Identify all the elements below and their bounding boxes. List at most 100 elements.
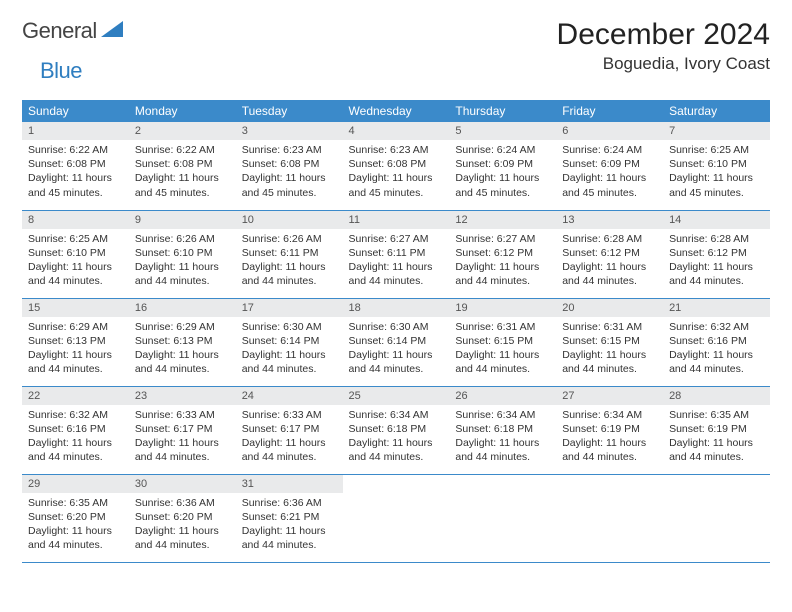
daylight-line: Daylight: 11 hours and 45 minutes. <box>455 171 550 199</box>
daylight-line: Daylight: 11 hours and 44 minutes. <box>135 436 230 464</box>
calendar-day-cell: 21Sunrise: 6:32 AMSunset: 6:16 PMDayligh… <box>663 298 770 386</box>
sunset-line: Sunset: 6:13 PM <box>135 334 230 348</box>
weekday-header: Tuesday <box>236 100 343 122</box>
calendar-day-cell: 15Sunrise: 6:29 AMSunset: 6:13 PMDayligh… <box>22 298 129 386</box>
sunrise-line: Sunrise: 6:22 AM <box>135 143 230 157</box>
day-info: Sunrise: 6:36 AMSunset: 6:20 PMDaylight:… <box>129 493 236 559</box>
day-number: 20 <box>556 299 663 317</box>
day-number: 12 <box>449 211 556 229</box>
daylight-line: Daylight: 11 hours and 45 minutes. <box>349 171 444 199</box>
calendar-day-cell: 18Sunrise: 6:30 AMSunset: 6:14 PMDayligh… <box>343 298 450 386</box>
day-number: 24 <box>236 387 343 405</box>
calendar-day-cell: 3Sunrise: 6:23 AMSunset: 6:08 PMDaylight… <box>236 122 343 210</box>
day-info: Sunrise: 6:35 AMSunset: 6:20 PMDaylight:… <box>22 493 129 559</box>
day-number: 31 <box>236 475 343 493</box>
sunset-line: Sunset: 6:19 PM <box>562 422 657 436</box>
sunrise-line: Sunrise: 6:23 AM <box>349 143 444 157</box>
sunrise-line: Sunrise: 6:23 AM <box>242 143 337 157</box>
day-info: Sunrise: 6:31 AMSunset: 6:15 PMDaylight:… <box>556 317 663 383</box>
sunrise-line: Sunrise: 6:31 AM <box>562 320 657 334</box>
day-info: Sunrise: 6:26 AMSunset: 6:11 PMDaylight:… <box>236 229 343 295</box>
day-info: Sunrise: 6:27 AMSunset: 6:11 PMDaylight:… <box>343 229 450 295</box>
calendar-day-cell: 1Sunrise: 6:22 AMSunset: 6:08 PMDaylight… <box>22 122 129 210</box>
sunset-line: Sunset: 6:20 PM <box>135 510 230 524</box>
day-info: Sunrise: 6:24 AMSunset: 6:09 PMDaylight:… <box>449 140 556 206</box>
day-number: 16 <box>129 299 236 317</box>
day-number: 2 <box>129 122 236 140</box>
daylight-line: Daylight: 11 hours and 44 minutes. <box>135 348 230 376</box>
weekday-header: Wednesday <box>343 100 450 122</box>
sunrise-line: Sunrise: 6:34 AM <box>455 408 550 422</box>
weekday-header: Sunday <box>22 100 129 122</box>
day-info: Sunrise: 6:23 AMSunset: 6:08 PMDaylight:… <box>343 140 450 206</box>
day-number: 9 <box>129 211 236 229</box>
day-number: 14 <box>663 211 770 229</box>
sunset-line: Sunset: 6:16 PM <box>28 422 123 436</box>
calendar-day-cell: 14Sunrise: 6:28 AMSunset: 6:12 PMDayligh… <box>663 210 770 298</box>
day-info: Sunrise: 6:33 AMSunset: 6:17 PMDaylight:… <box>236 405 343 471</box>
calendar-day-cell <box>663 474 770 562</box>
sunset-line: Sunset: 6:08 PM <box>242 157 337 171</box>
sunrise-line: Sunrise: 6:25 AM <box>28 232 123 246</box>
daylight-line: Daylight: 11 hours and 44 minutes. <box>349 260 444 288</box>
daylight-line: Daylight: 11 hours and 44 minutes. <box>135 260 230 288</box>
daylight-line: Daylight: 11 hours and 44 minutes. <box>669 348 764 376</box>
daylight-line: Daylight: 11 hours and 44 minutes. <box>349 348 444 376</box>
calendar-week-row: 29Sunrise: 6:35 AMSunset: 6:20 PMDayligh… <box>22 474 770 562</box>
day-number: 19 <box>449 299 556 317</box>
sunset-line: Sunset: 6:10 PM <box>669 157 764 171</box>
sunrise-line: Sunrise: 6:27 AM <box>349 232 444 246</box>
logo-text-2: Blue <box>40 58 82 83</box>
sunrise-line: Sunrise: 6:25 AM <box>669 143 764 157</box>
sunset-line: Sunset: 6:11 PM <box>349 246 444 260</box>
sunrise-line: Sunrise: 6:34 AM <box>562 408 657 422</box>
daylight-line: Daylight: 11 hours and 44 minutes. <box>669 260 764 288</box>
daylight-line: Daylight: 11 hours and 44 minutes. <box>28 348 123 376</box>
calendar-day-cell: 13Sunrise: 6:28 AMSunset: 6:12 PMDayligh… <box>556 210 663 298</box>
day-info: Sunrise: 6:25 AMSunset: 6:10 PMDaylight:… <box>663 140 770 206</box>
sunset-line: Sunset: 6:17 PM <box>135 422 230 436</box>
day-number: 23 <box>129 387 236 405</box>
weekday-header: Monday <box>129 100 236 122</box>
daylight-line: Daylight: 11 hours and 44 minutes. <box>349 436 444 464</box>
sunset-line: Sunset: 6:20 PM <box>28 510 123 524</box>
sunset-line: Sunset: 6:18 PM <box>455 422 550 436</box>
sunrise-line: Sunrise: 6:30 AM <box>349 320 444 334</box>
calendar-day-cell: 2Sunrise: 6:22 AMSunset: 6:08 PMDaylight… <box>129 122 236 210</box>
day-info: Sunrise: 6:34 AMSunset: 6:18 PMDaylight:… <box>343 405 450 471</box>
sunset-line: Sunset: 6:09 PM <box>562 157 657 171</box>
sunrise-line: Sunrise: 6:30 AM <box>242 320 337 334</box>
daylight-line: Daylight: 11 hours and 44 minutes. <box>455 260 550 288</box>
sunrise-line: Sunrise: 6:27 AM <box>455 232 550 246</box>
sunset-line: Sunset: 6:13 PM <box>28 334 123 348</box>
calendar-day-cell <box>556 474 663 562</box>
calendar-week-row: 8Sunrise: 6:25 AMSunset: 6:10 PMDaylight… <box>22 210 770 298</box>
day-number: 11 <box>343 211 450 229</box>
calendar-day-cell: 22Sunrise: 6:32 AMSunset: 6:16 PMDayligh… <box>22 386 129 474</box>
daylight-line: Daylight: 11 hours and 44 minutes. <box>455 348 550 376</box>
sunrise-line: Sunrise: 6:28 AM <box>562 232 657 246</box>
daylight-line: Daylight: 11 hours and 44 minutes. <box>562 348 657 376</box>
day-info: Sunrise: 6:30 AMSunset: 6:14 PMDaylight:… <box>236 317 343 383</box>
calendar-table: Sunday Monday Tuesday Wednesday Thursday… <box>22 100 770 563</box>
day-number: 6 <box>556 122 663 140</box>
sunrise-line: Sunrise: 6:34 AM <box>349 408 444 422</box>
day-info: Sunrise: 6:29 AMSunset: 6:13 PMDaylight:… <box>22 317 129 383</box>
day-number: 30 <box>129 475 236 493</box>
weekday-header-row: Sunday Monday Tuesday Wednesday Thursday… <box>22 100 770 122</box>
daylight-line: Daylight: 11 hours and 44 minutes. <box>562 436 657 464</box>
calendar-day-cell: 6Sunrise: 6:24 AMSunset: 6:09 PMDaylight… <box>556 122 663 210</box>
sunrise-line: Sunrise: 6:32 AM <box>28 408 123 422</box>
calendar-week-row: 22Sunrise: 6:32 AMSunset: 6:16 PMDayligh… <box>22 386 770 474</box>
sunrise-line: Sunrise: 6:29 AM <box>28 320 123 334</box>
sunset-line: Sunset: 6:21 PM <box>242 510 337 524</box>
day-number: 4 <box>343 122 450 140</box>
day-number: 3 <box>236 122 343 140</box>
day-info: Sunrise: 6:31 AMSunset: 6:15 PMDaylight:… <box>449 317 556 383</box>
calendar-day-cell: 11Sunrise: 6:27 AMSunset: 6:11 PMDayligh… <box>343 210 450 298</box>
sunset-line: Sunset: 6:12 PM <box>669 246 764 260</box>
sunset-line: Sunset: 6:16 PM <box>669 334 764 348</box>
calendar-day-cell: 7Sunrise: 6:25 AMSunset: 6:10 PMDaylight… <box>663 122 770 210</box>
day-number: 26 <box>449 387 556 405</box>
sunrise-line: Sunrise: 6:26 AM <box>242 232 337 246</box>
